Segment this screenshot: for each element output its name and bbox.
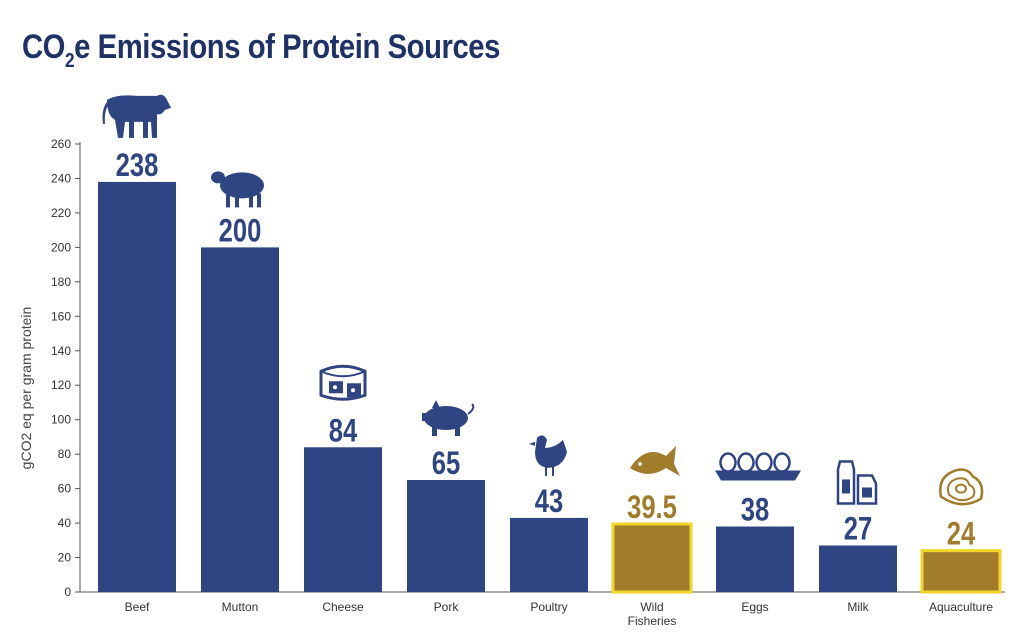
fish-icon: [630, 445, 680, 476]
y-tick-label: 40: [58, 516, 72, 530]
axes: 0 20 40 60 80 100 120 140 160 180 200 220 240 260 gCO2…: [18, 137, 1005, 599]
y-tick-label: 20: [58, 551, 72, 565]
category-label: Pork: [434, 600, 460, 614]
oyster-icon: [939, 468, 984, 506]
bar-beef: [98, 181, 176, 592]
category-label: Cheese: [322, 600, 364, 614]
y-tick-label: 100: [51, 413, 71, 427]
y-tick-label: 80: [58, 447, 72, 461]
bar-cheese: [304, 447, 382, 592]
category-label: Aquaculture: [929, 600, 993, 614]
y-tick-label: 200: [51, 240, 71, 254]
y-tick-label: 220: [51, 206, 71, 220]
bar-mutton: [201, 247, 279, 592]
value-label: 65: [432, 446, 460, 481]
y-tick-label: 160: [51, 309, 71, 323]
y-tick-label: 60: [58, 482, 72, 496]
category-label: Mutton: [222, 600, 259, 614]
value-label: 39.5: [627, 490, 677, 525]
chart-title: CO2e Emissions of Protein Sources: [22, 28, 500, 73]
y-tick-label: 0: [64, 585, 71, 599]
eggs-icon: [715, 452, 801, 481]
category-label: Beef: [125, 600, 150, 614]
value-label: 238: [116, 148, 159, 183]
bar-aquaculture: [920, 549, 1002, 594]
bars: [98, 181, 1002, 594]
pig-icon: [422, 400, 475, 436]
value-labels: 238 200 84 65 43 39.5 38 27 24: [116, 148, 976, 552]
value-label: 200: [219, 214, 262, 249]
milk-icon: [836, 460, 878, 505]
title-subscript: 2: [65, 50, 75, 72]
value-label: 43: [535, 484, 563, 519]
category-labels: Beef Mutton Cheese Pork Poultry Wild Fisheries…: [125, 600, 994, 628]
y-tick-label: 180: [51, 275, 71, 289]
value-label: 24: [947, 517, 975, 552]
y-tick-label: 240: [51, 171, 71, 185]
title-main: CO: [22, 28, 65, 66]
icons: [102, 94, 984, 506]
bar-pork: [407, 480, 485, 592]
y-axis-label: gCO2 eq per gram protein: [18, 307, 34, 470]
value-label: 38: [741, 493, 769, 528]
chicken-icon: [529, 435, 567, 476]
category-label: Eggs: [741, 600, 768, 614]
y-tick-label: 260: [51, 137, 71, 151]
category-label: Poultry: [530, 600, 567, 614]
category-label: Wild Fisheries: [628, 600, 677, 628]
bar-eggs: [716, 526, 794, 592]
bar-wild-fisheries: [611, 522, 693, 594]
y-tick-label: 140: [51, 344, 71, 358]
value-label: 84: [329, 414, 357, 449]
cow-icon: [102, 94, 171, 138]
y-tick-label: 120: [51, 378, 71, 392]
sheep-icon: [211, 171, 264, 208]
bar-poultry: [510, 517, 588, 592]
bar-milk: [819, 545, 897, 592]
value-label: 27: [844, 512, 872, 547]
cheese-icon: [319, 364, 367, 401]
title-rest: e Emissions of Protein Sources: [74, 28, 500, 66]
category-label: Milk: [847, 600, 869, 614]
